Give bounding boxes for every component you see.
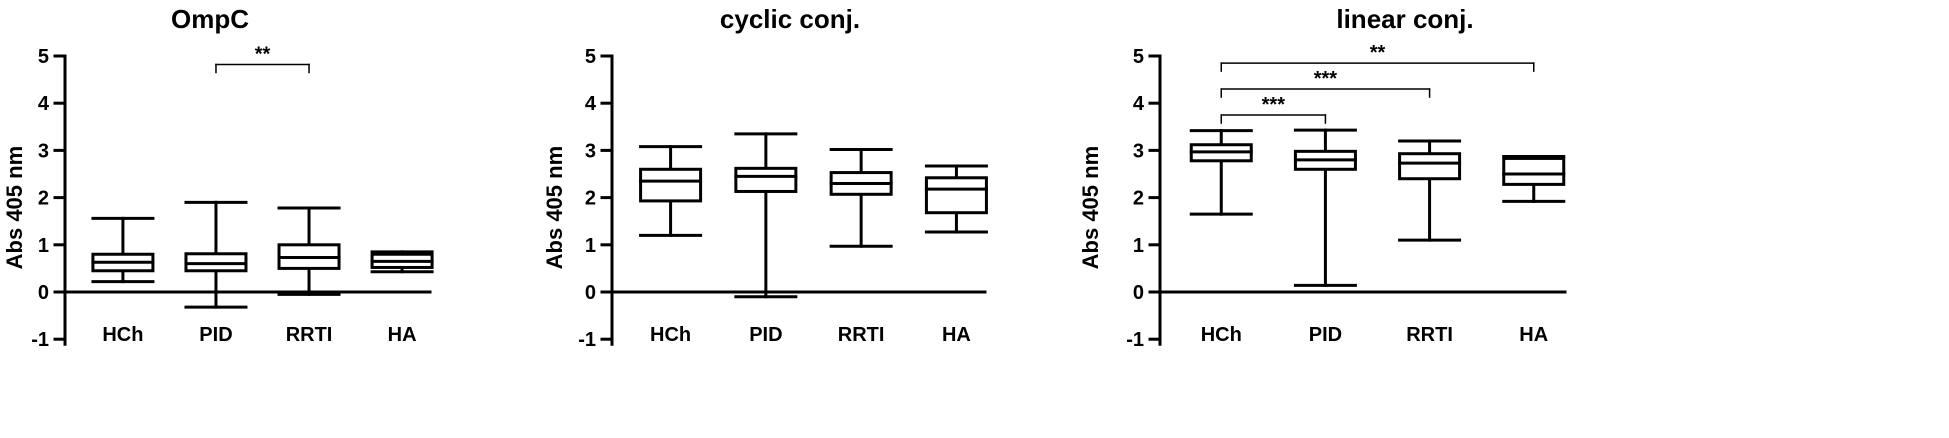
x-category-label: PID (749, 324, 782, 346)
significance-bracket: *** (1220, 68, 1431, 98)
box-iqr (639, 167, 703, 203)
y-tick-label: 5 (585, 46, 596, 68)
box-ha (924, 164, 988, 234)
x-category-label: PID (1309, 324, 1342, 346)
box-iqr (924, 176, 988, 215)
y-tick-label: -1 (1126, 329, 1144, 351)
y-tick-label: 1 (1133, 235, 1144, 257)
box-rrti (1398, 139, 1462, 242)
y-axis-label: Abs 405 nm (542, 146, 567, 270)
y-tick-label: 5 (38, 46, 49, 68)
x-category-label: HCh (102, 324, 143, 346)
y-axis-label: Abs 405 nm (2, 146, 27, 270)
y-tick-label: 4 (1133, 93, 1145, 115)
x-category-label: HA (388, 324, 417, 346)
significance-label: *** (1262, 94, 1286, 116)
chart-panel: OmpC Abs 405 nm 5 4 3 2 1 0 -1 HCh PID RRTI HA ** (2, 4, 434, 351)
box-iqr (734, 166, 798, 193)
y-tick-label: 0 (38, 282, 49, 304)
chart-panel: cyclic conj. Abs 405 nm 5 4 3 2 1 0 -1 HCh PID RRTI… (542, 4, 988, 351)
y-tick-label: 1 (38, 235, 49, 257)
y-tick-label: 0 (585, 282, 596, 304)
y-tick-label: 1 (585, 235, 596, 257)
y-tick-label: 2 (585, 188, 596, 210)
chart-title: cyclic conj. (720, 4, 860, 34)
y-tick-label: 5 (1133, 46, 1144, 68)
box-rrti (829, 147, 893, 248)
y-tick-label: 2 (1133, 188, 1144, 210)
box-hch (91, 216, 155, 284)
significance-label: ** (1370, 42, 1386, 64)
box-pid (184, 200, 248, 309)
y-axis-label: Abs 405 nm (1078, 146, 1103, 270)
y-tick-label: 2 (38, 188, 49, 210)
x-category-label: RRTI (838, 324, 885, 346)
x-category-label: RRTI (1406, 324, 1453, 346)
box-ha (1502, 155, 1566, 203)
y-tick-label: 3 (1133, 140, 1144, 162)
significance-label: ** (255, 43, 271, 65)
significance-label: *** (1314, 68, 1338, 90)
y-tick-label: 3 (585, 140, 596, 162)
chart-panel: linear conj. Abs 405 nm 5 4 3 2 1 0 -1 HCh PID RRTI… (1078, 4, 1567, 351)
chart-title: OmpC (171, 4, 249, 34)
y-tick-label: 3 (38, 140, 49, 162)
x-category-label: HA (1519, 324, 1548, 346)
box-pid (1293, 128, 1357, 287)
box-hch (1189, 129, 1253, 216)
y-tick-label: 0 (1133, 282, 1144, 304)
y-tick-label: 4 (585, 93, 597, 115)
y-tick-label: 4 (38, 93, 50, 115)
box-hch (639, 145, 703, 237)
x-category-label: RRTI (286, 324, 333, 346)
chart-title: linear conj. (1336, 4, 1473, 34)
box-pid (734, 132, 798, 299)
box-rrti (277, 206, 341, 296)
significance-bracket: *** (1220, 94, 1327, 124)
y-tick-label: -1 (31, 329, 49, 351)
box-iqr (1502, 156, 1566, 186)
x-category-label: HA (942, 324, 971, 346)
box-iqr (1398, 152, 1462, 181)
box-ha (370, 250, 434, 274)
y-tick-label: -1 (578, 329, 596, 351)
significance-bracket: ** (1220, 42, 1535, 72)
x-category-label: HCh (1201, 324, 1242, 346)
x-category-label: PID (199, 324, 232, 346)
significance-bracket: ** (215, 43, 310, 74)
x-category-label: HCh (650, 324, 691, 346)
